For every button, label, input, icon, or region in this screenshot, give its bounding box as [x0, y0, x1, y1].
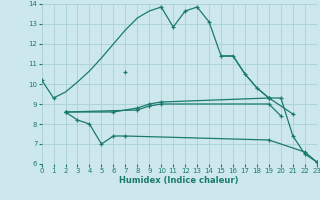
X-axis label: Humidex (Indice chaleur): Humidex (Indice chaleur)	[119, 176, 239, 185]
